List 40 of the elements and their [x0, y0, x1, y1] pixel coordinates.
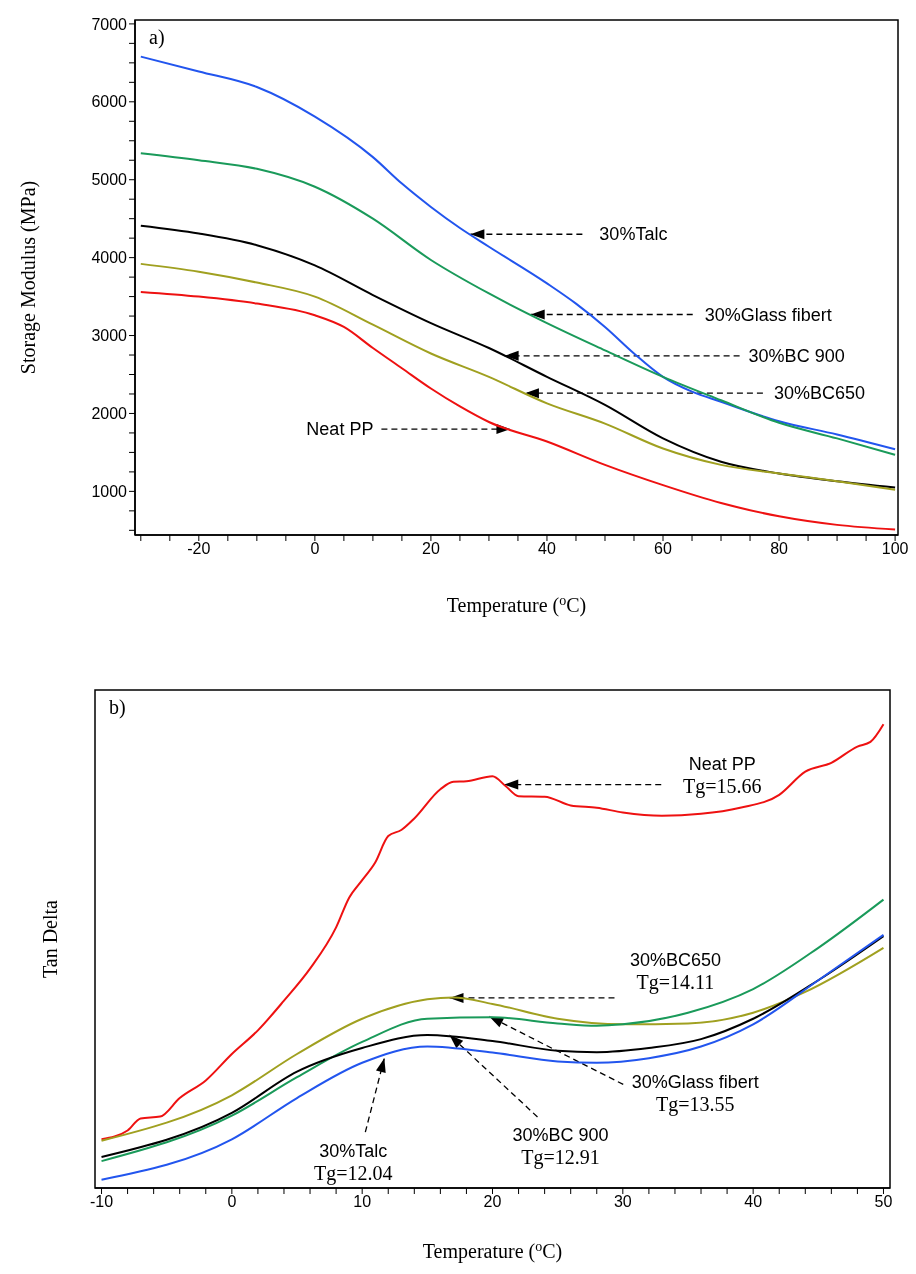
x-tick-label: 40 [538, 540, 556, 558]
y-axis-title: Tan Delta [39, 899, 61, 979]
x-tick-label: 30 [613, 1193, 632, 1211]
x-tick-label: 40 [744, 1193, 763, 1211]
x-tick-label: 20 [422, 540, 440, 558]
x-axis-title: Temperature ($^{o}$C) [446, 592, 587, 617]
y-tick-label: 4000 [91, 249, 128, 267]
y-axis-title: Storage Modulus (MPa) [17, 180, 40, 375]
x-tick-label: 100 [881, 540, 909, 558]
x-tick-label: 80 [770, 540, 789, 558]
annotation: 30%BC 900 [748, 345, 845, 366]
x-tick-label: 0 [227, 1193, 237, 1211]
y-tick-label: 3000 [91, 327, 128, 345]
annotation: 30%Talc Tg=12.04 [314, 1141, 393, 1186]
line-series [139, 55, 897, 451]
x-tick-label: -20 [187, 540, 211, 558]
x-tick-label: 0 [310, 540, 320, 558]
y-tick-label: 6000 [91, 93, 128, 111]
annotation: 30%Glass fibert [704, 304, 832, 325]
y-tick-label: 7000 [91, 15, 128, 33]
line-series [139, 290, 897, 531]
x-tick-label: 10 [353, 1193, 372, 1211]
annotation: Neat PP Tg=15.66 [682, 753, 762, 798]
y-tick-label: 5000 [91, 171, 128, 189]
x-tick-label: -10 [89, 1193, 114, 1211]
annotation: 30%Talc [599, 224, 668, 245]
y-tick-label: 2000 [91, 405, 128, 423]
annotation: 30%BC 900 Tg=12.91 [512, 1124, 609, 1169]
line-series [139, 152, 897, 456]
text: b) [109, 696, 126, 719]
y-tick-label: 1000 [91, 483, 128, 501]
annotation: Neat PP [306, 419, 374, 440]
x-tick-label: 60 [654, 540, 673, 558]
annotation: 30%BC650 Tg=14.11 [629, 949, 722, 994]
annotation: 30%BC650 [773, 383, 865, 404]
x-axis-title: Temperature ($^{o}$C) [422, 1238, 563, 1263]
x-tick-label: 50 [874, 1193, 893, 1211]
annotation: 30%Glass fibert Tg=13.55 [631, 1072, 759, 1117]
x-tick-label: 20 [483, 1193, 502, 1211]
annotation: a) [149, 26, 165, 49]
